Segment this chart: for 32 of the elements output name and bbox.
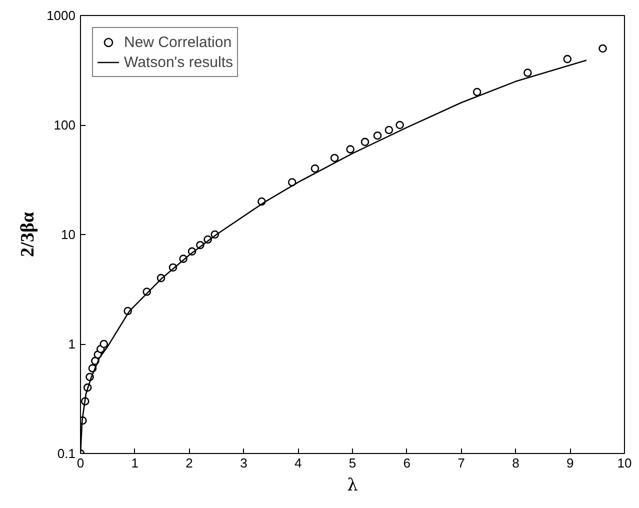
legend-label: New Correlation xyxy=(124,34,232,50)
x-tick-label: 9 xyxy=(566,456,574,470)
x-tick-label: 2 xyxy=(186,456,193,470)
point xyxy=(360,138,370,146)
point xyxy=(396,120,404,130)
point xyxy=(598,44,607,53)
legend-label: Watson's results xyxy=(124,54,234,70)
point xyxy=(524,68,532,77)
x-tick-label: 3 xyxy=(240,456,248,470)
x-tick-label: 7 xyxy=(458,456,465,470)
point xyxy=(310,164,320,173)
y-tick-label: 100 xyxy=(54,118,76,132)
y-tick-label: 1 xyxy=(68,336,76,352)
x-axis-title: λ xyxy=(347,476,358,496)
point xyxy=(472,88,482,96)
point xyxy=(330,154,339,162)
point xyxy=(384,126,394,134)
point xyxy=(100,340,108,348)
y-tick-label: 0.1 xyxy=(57,446,76,461)
x-tick-label: 4 xyxy=(294,456,302,470)
y-axis-title: 2/3βα xyxy=(18,212,39,257)
x-tick-label: 6 xyxy=(403,456,411,470)
x-tick-label: 10 xyxy=(617,456,632,470)
point xyxy=(346,145,354,154)
y-tick-label: 10 xyxy=(61,227,76,242)
x-tick-label: 0 xyxy=(76,456,84,470)
x-tick-label: 1 xyxy=(131,456,139,470)
y-tick-label: 1000 xyxy=(46,8,76,23)
x-tick-label: 5 xyxy=(348,456,356,470)
point xyxy=(373,131,382,140)
x-tick-label: 8 xyxy=(512,456,520,470)
point xyxy=(563,54,572,64)
